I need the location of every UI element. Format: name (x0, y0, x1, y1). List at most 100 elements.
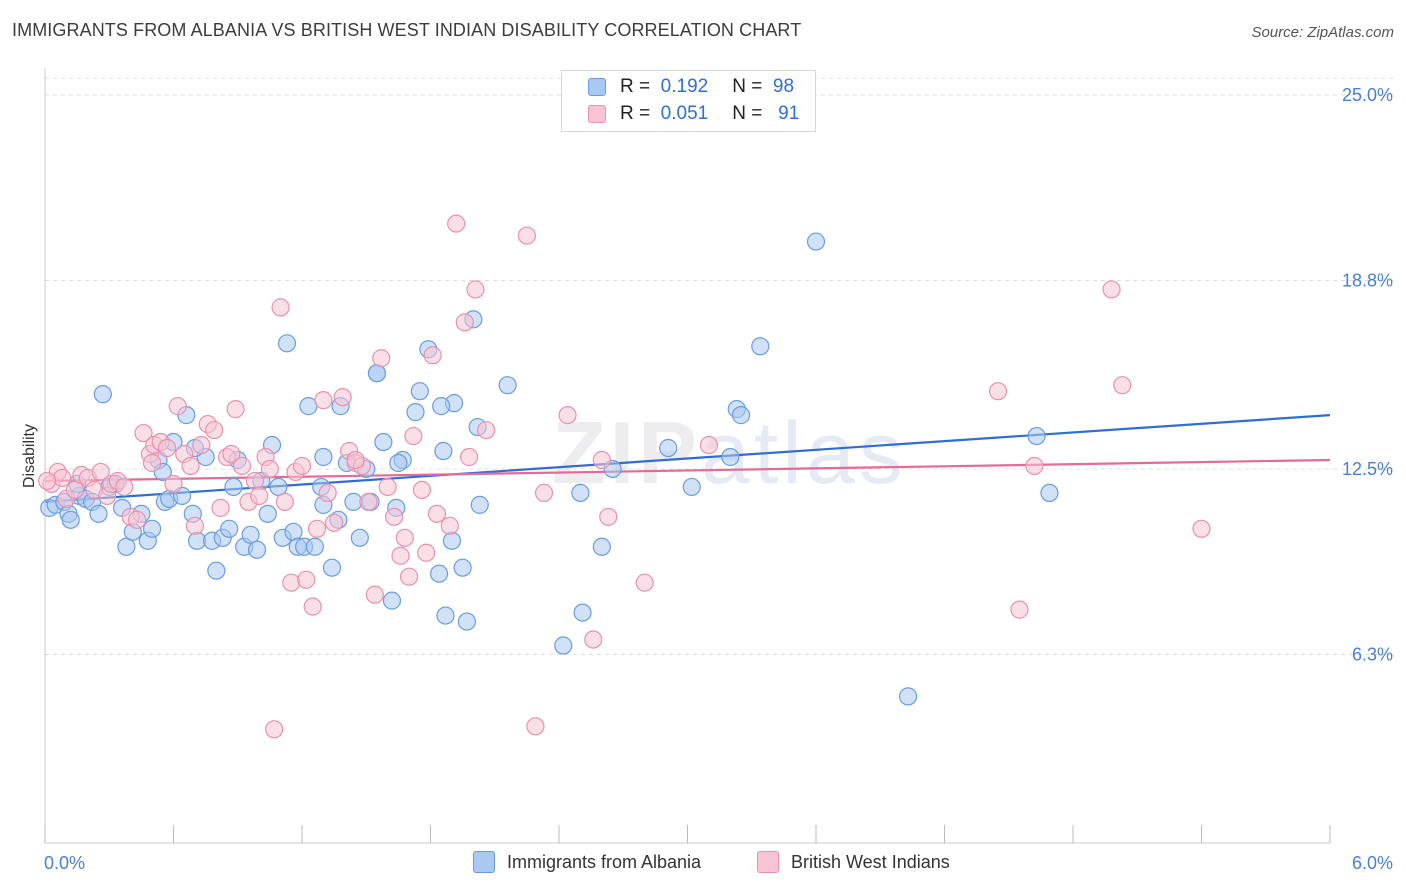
chart-title: IMMIGRANTS FROM ALBANIA VS BRITISH WEST … (12, 20, 802, 40)
point-british-west-indian (292, 456, 312, 476)
point-albania (432, 397, 451, 416)
point-albania (659, 438, 678, 458)
point-british-west-indian (185, 516, 205, 535)
point-british-west-indian (65, 480, 85, 500)
legend-r-label: R = (620, 103, 651, 124)
point-albania (751, 337, 770, 356)
point-british-west-indian (526, 717, 545, 736)
y-tick-label: 18.8% (1342, 270, 1393, 290)
point-british-west-indian (534, 483, 554, 503)
point-albania (1040, 483, 1059, 503)
point-british-west-indian (282, 573, 301, 592)
point-british-west-indian (260, 459, 279, 479)
point-albania (806, 232, 826, 251)
point-british-west-indian (417, 543, 436, 562)
point-british-west-indian (168, 397, 187, 416)
point-british-west-indian (192, 435, 211, 455)
point-british-west-indian (318, 483, 337, 503)
point-albania (453, 558, 472, 577)
point-british-west-indian (384, 507, 404, 526)
point-british-west-indian (1010, 600, 1029, 619)
point-albania (350, 528, 369, 547)
point-british-west-indian (455, 313, 474, 332)
point-british-west-indian (365, 585, 384, 604)
legend: R = 0.192 N = 98 R = 0.051 N = 91 (561, 70, 816, 132)
point-british-west-indian (372, 349, 391, 368)
point-british-west-indian (447, 214, 466, 233)
point-british-west-indian (517, 226, 536, 245)
point-british-west-indian (699, 435, 719, 455)
point-british-west-indian (115, 477, 134, 497)
point-british-west-indian (440, 516, 459, 535)
axes (44, 68, 1331, 844)
bottom-legend-swatch-albania (473, 851, 495, 873)
point-albania (429, 564, 449, 583)
y-tick-label: 25.0% (1342, 85, 1393, 105)
point-albania (322, 558, 342, 577)
point-albania (592, 537, 611, 556)
point-british-west-indian (1025, 456, 1044, 476)
point-british-west-indian (297, 570, 316, 589)
point-british-west-indian (275, 492, 294, 511)
legend-swatch-bwi (588, 105, 606, 123)
point-albania (224, 477, 243, 497)
point-british-west-indian (346, 450, 365, 470)
point-british-west-indian (91, 462, 110, 482)
point-albania (284, 522, 303, 541)
point-british-west-indian (333, 388, 352, 407)
legend-n-value: 91 (778, 103, 800, 124)
point-albania (470, 495, 489, 514)
point-british-west-indian (635, 573, 654, 592)
point-british-west-indian (226, 400, 245, 419)
point-british-west-indian (271, 298, 290, 317)
point-british-west-indian (1113, 376, 1132, 395)
point-british-west-indian (988, 382, 1008, 401)
point-albania (247, 540, 267, 559)
bottom-legend-label-albania: Immigrants from Albania (507, 851, 702, 872)
point-british-west-indian (1102, 280, 1121, 299)
point-albania (220, 519, 239, 538)
point-albania (314, 447, 333, 467)
point-british-west-indian (127, 510, 147, 529)
y-tick-label: 12.5% (1342, 459, 1393, 479)
y-tick-label: 6.3% (1352, 644, 1393, 664)
bottom-legend-albania: Immigrants from Albania (473, 851, 701, 873)
point-albania (682, 477, 701, 497)
point-albania (382, 591, 402, 610)
point-british-west-indian (459, 447, 479, 467)
point-albania (573, 603, 592, 622)
x-tick-label: 6.0% (1352, 853, 1393, 873)
bottom-legend-bwi: British West Indians (757, 851, 950, 873)
point-british-west-indian (265, 720, 284, 739)
point-british-west-indian (134, 423, 153, 443)
point-albania (207, 561, 226, 580)
legend-swatch-albania (588, 78, 606, 96)
point-british-west-indian (391, 546, 410, 565)
point-british-west-indian (399, 567, 419, 586)
point-albania (498, 376, 517, 395)
point-albania (277, 334, 297, 353)
gridlines (45, 77, 1395, 655)
point-british-west-indian (412, 480, 432, 500)
point-british-west-indian (38, 471, 57, 491)
point-british-west-indian (359, 492, 378, 511)
point-albania (406, 403, 425, 422)
data-points (38, 214, 1211, 739)
point-albania (434, 441, 453, 461)
point-albania (241, 525, 260, 544)
point-british-west-indian (466, 280, 485, 299)
tick-labels: 6.3% 12.5% 18.8% 25.0% 0.0% 6.0% Disability (21, 85, 1393, 873)
point-british-west-indian (325, 513, 344, 532)
point-albania (93, 385, 112, 404)
point-british-west-indian (211, 498, 230, 517)
point-british-west-indian (53, 468, 72, 488)
point-british-west-indian (307, 519, 327, 538)
point-british-west-indian (599, 507, 618, 526)
legend-row-albania: R = 0.192 N = 98 (562, 74, 794, 100)
point-albania (554, 636, 573, 655)
point-british-west-indian (181, 456, 200, 476)
point-british-west-indian (423, 346, 442, 365)
point-albania (367, 364, 387, 383)
x-tick-label: 0.0% (44, 853, 85, 873)
